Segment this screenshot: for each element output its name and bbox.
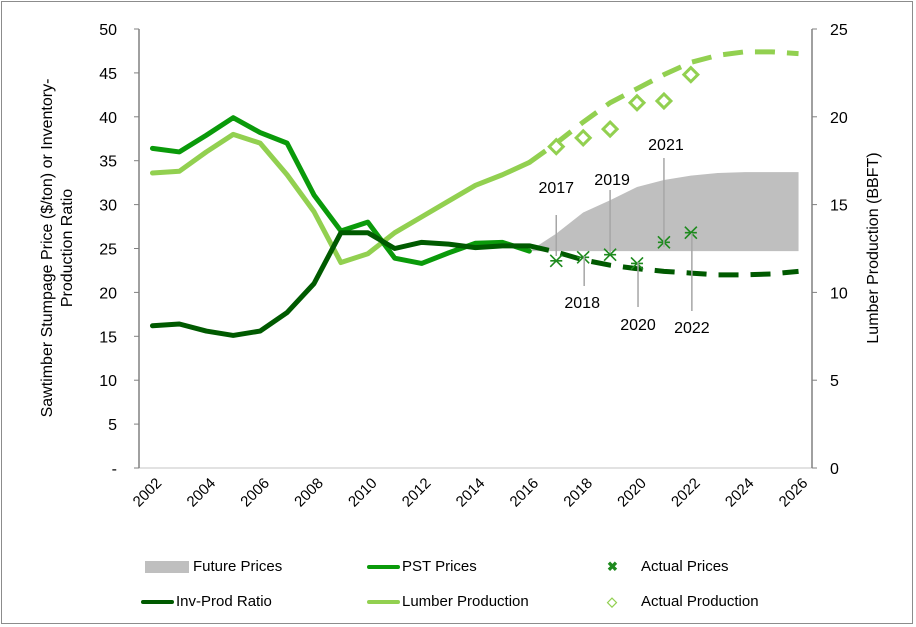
y2-tick-label: 25 — [830, 22, 848, 39]
annotation-label: 2021 — [648, 137, 684, 154]
y-tick-label: 35 — [99, 154, 117, 171]
actual-prices-point — [684, 226, 698, 240]
x-tick-label: 2024 — [722, 475, 758, 511]
lumber-production-forecast-line — [527, 49, 799, 165]
y-tick-label: 50 — [99, 22, 117, 39]
legend-marker-diamond-icon: ◇ — [607, 593, 617, 609]
annotation-label: 2020 — [620, 317, 656, 334]
y-tick-label: 30 — [99, 198, 117, 215]
y-axis-title: Sawtimber Stumpage Price ($/ton) or Inve… — [39, 79, 56, 418]
x-tick-label: 2008 — [291, 475, 327, 511]
inv-prod-ratio-line — [149, 230, 532, 338]
x-tick-label: 2002 — [130, 475, 166, 511]
legend-item-actual-prices: ✖ Actual Prices — [607, 558, 729, 575]
y-axis-title-line2: Production Ratio — [59, 189, 76, 307]
y2-tick-label: 5 — [830, 373, 839, 390]
x-tick-label: 2012 — [399, 475, 435, 511]
y-tick-label: - — [112, 461, 117, 478]
annotation-label: 2022 — [674, 320, 710, 337]
inv-prod-ratio-forecast-line — [528, 243, 799, 278]
y-tick-label: 25 — [99, 242, 117, 259]
y-tick-label: 40 — [99, 110, 117, 127]
actual-production-point — [600, 119, 620, 139]
y-tick-label: 45 — [99, 66, 117, 83]
x-tick-label: 2018 — [560, 475, 596, 511]
legend-label: PST Prices — [402, 558, 477, 575]
y-tick-label: 10 — [99, 373, 117, 390]
legend-swatch-line — [367, 599, 400, 604]
actual-prices-point — [549, 254, 563, 268]
legend-marker-x-icon: ✖ — [607, 558, 618, 574]
legend-item-lumber-production: Lumber Production — [367, 593, 529, 610]
legend-label: Inv-Prod Ratio — [176, 593, 272, 610]
legend-label: Lumber Production — [402, 593, 529, 610]
actual-production-point — [654, 91, 674, 111]
legend-swatch-line — [367, 564, 400, 569]
actual-production-point — [681, 65, 700, 84]
y2-axis-title: Lumber Production (BBFT) — [865, 152, 882, 343]
legend-item-inv-prod-ratio: Inv-Prod Ratio — [141, 593, 272, 610]
legend-swatch-area — [145, 560, 189, 573]
legend-item-pst-prices: PST Prices — [367, 558, 477, 575]
annotation-label: 2017 — [538, 180, 574, 197]
legend-item-actual-production: ◇ Actual Production — [607, 593, 759, 610]
x-tick-label: 2006 — [237, 475, 273, 511]
x-tick-label: 2022 — [668, 475, 704, 511]
x-tick-label: 2010 — [345, 475, 381, 511]
annotation-label: 2018 — [564, 295, 600, 312]
y2-tick-label: 15 — [830, 198, 848, 215]
actual-prices-point — [576, 250, 590, 264]
legend-swatch-line — [141, 599, 174, 604]
legend-label: Future Prices — [193, 558, 283, 575]
x-tick-label: 2026 — [776, 475, 812, 511]
x-tick-label: 2020 — [614, 475, 650, 511]
y2-tick-label: 20 — [830, 110, 848, 127]
legend-item-future-prices: Future Prices — [145, 558, 282, 575]
actual-production-point — [547, 137, 566, 156]
y-tick-label: 15 — [99, 329, 117, 346]
lumber-production-line — [149, 131, 532, 266]
legend-label: Actual Prices — [641, 558, 729, 575]
y2-tick-label: 10 — [830, 285, 848, 302]
actual-prices-point — [603, 248, 617, 262]
x-tick-label: 2016 — [507, 475, 543, 511]
y-tick-label: 20 — [99, 285, 117, 302]
y-tick-label: 5 — [108, 417, 117, 434]
x-tick-label: 2004 — [184, 475, 220, 511]
legend-label: Actual Production — [641, 593, 759, 610]
actual-production-point — [574, 128, 593, 147]
pst-prices-line — [149, 115, 532, 266]
annotation-label: 2019 — [594, 172, 630, 189]
y2-tick-label: 0 — [830, 461, 839, 478]
actual-prices-point — [630, 256, 644, 270]
x-tick-label: 2014 — [453, 475, 489, 511]
actual-production-point — [627, 93, 647, 112]
